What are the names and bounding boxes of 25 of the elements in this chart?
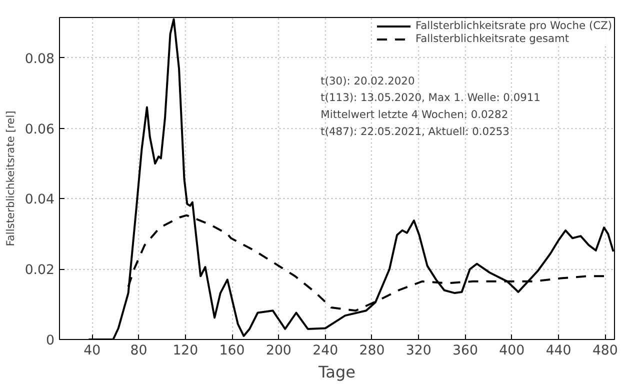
x-tick-label: 360 [452,344,478,358]
y-tick-label: 0 [46,334,55,348]
x-tick-label: 440 [546,344,572,358]
x-tick-label: 480 [592,344,618,358]
x-tick-label: 160 [219,344,245,358]
x-tick-label: 40 [84,344,101,358]
y-tick-label: 0.04 [24,192,55,208]
annotation: t(30): 20.02.2020 [320,74,415,88]
x-tick-label: 400 [499,344,525,358]
x-tick-label: 80 [130,344,148,358]
y-tick-label: 0.08 [24,52,55,67]
legend-label: Fallsterblichkeitsrate pro Woche (CZ) [416,19,612,32]
y-tick-label: 0.06 [24,122,55,138]
annotation: t(487): 22.05.2021, Aktuell: 0.0253 [320,125,510,138]
x-tick-label: 320 [406,344,432,358]
x-tick-label: 280 [359,344,385,358]
x-tick-label: 240 [312,344,338,358]
y-axis-title: Fallsterblichkeitsrate [rel] [4,110,17,246]
y-tick-label: 0.02 [24,263,55,278]
x-tick-label: 200 [266,344,292,358]
annotation: t(113): 13.05.2020, Max 1. Welle: 0.0911 [320,91,540,104]
x-axis-title: Tage [318,362,356,382]
annotation: Mittelwert letzte 4 Wochen: 0.0282 [320,108,508,122]
legend-label: Fallsterblichkeitsrate gesamt [416,32,570,45]
x-tick-label: 120 [172,344,198,358]
